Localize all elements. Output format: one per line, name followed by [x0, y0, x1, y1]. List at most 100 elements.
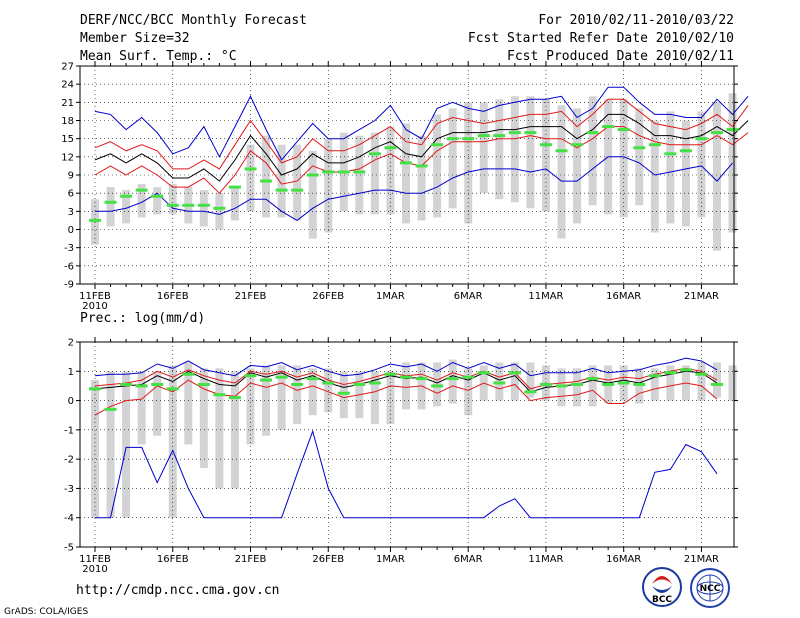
median-marker: [166, 387, 179, 391]
median-marker: [711, 382, 723, 386]
median-marker: [244, 167, 257, 171]
median-marker: [695, 137, 708, 141]
x-tick-label: 21FEB: [235, 291, 267, 302]
ensemble-bar: [526, 96, 535, 209]
median-marker: [524, 131, 537, 135]
x-tick-label: 1MAR: [376, 291, 405, 302]
ensemble-bar: [728, 365, 737, 401]
median-marker: [462, 137, 475, 141]
x-tick-label: 16FEB: [157, 554, 189, 565]
y-tick-label: 15: [61, 134, 74, 145]
upper-spread-line: [94, 98, 749, 170]
median-marker: [446, 137, 459, 141]
median-marker: [384, 372, 397, 376]
median-marker: [602, 382, 615, 386]
x-year-label: 2010: [82, 564, 107, 575]
median-marker: [679, 368, 692, 372]
median-marker: [228, 396, 241, 400]
y-tick-label: 0: [68, 225, 74, 236]
y-tick-label: -4: [64, 513, 74, 524]
median-marker: [182, 372, 195, 376]
ensemble-bar: [650, 368, 659, 401]
upper-bound-line: [94, 357, 718, 377]
median-marker: [368, 152, 381, 156]
ensemble-bar: [293, 144, 302, 221]
median-marker: [120, 194, 133, 198]
median-marker: [384, 146, 397, 150]
median-marker: [431, 384, 444, 388]
y-tick-label: 18: [61, 116, 74, 127]
precip-panel-label: Prec.: log(mm/d): [80, 311, 205, 326]
ensemble-bar: [308, 150, 317, 239]
median-marker: [711, 131, 723, 135]
median-marker: [228, 185, 241, 189]
title-left-3: Mean Surf. Temp.: °C: [80, 49, 237, 64]
median-marker: [291, 188, 304, 192]
y-tick-label: 9: [68, 171, 74, 182]
lower-spread-line: [94, 379, 718, 416]
y-tick-label: -3: [64, 243, 74, 254]
ensemble-bar: [433, 114, 442, 218]
median-marker: [602, 125, 615, 129]
median-marker: [306, 173, 319, 177]
y-tick-label: 0: [68, 396, 74, 407]
ensemble-bar: [184, 362, 193, 445]
x-tick-label: 26FEB: [312, 554, 344, 565]
median-marker: [431, 143, 444, 147]
ensemble-bar: [510, 96, 519, 203]
median-marker: [477, 134, 490, 138]
median-marker: [368, 381, 381, 385]
ensemble-bar: [666, 111, 675, 224]
ensemble-mean-line: [94, 113, 749, 182]
ensemble-bar: [91, 199, 99, 245]
ensemble-bar: [541, 99, 550, 212]
ensemble-bar: [277, 365, 286, 430]
y-tick-label: 2: [68, 338, 74, 349]
temperature-panel: -9 -6 -3 0 3 6 9 12 15 18 21 24 27 11FEB 16FEB 21FEB 26F…: [61, 61, 749, 312]
ensemble-bar: [262, 135, 271, 218]
ensemble-bar: [230, 371, 239, 489]
median-marker: [213, 206, 226, 210]
x-tick-label: 16MAR: [606, 291, 641, 302]
x-tick-label: 21MAR: [684, 554, 719, 565]
median-marker: [104, 200, 117, 204]
ensemble-bar: [588, 365, 597, 407]
x-tick-label: 1MAR: [376, 554, 405, 565]
ensemble-bar: [199, 368, 208, 468]
median-marker: [508, 371, 521, 375]
ensemble-bar: [137, 371, 146, 445]
ensemble-bar: [448, 108, 457, 209]
x-tick-label: 11MAR: [528, 554, 563, 565]
median-marker: [571, 382, 584, 386]
x-tick-label: 11MAR: [528, 291, 563, 302]
title-right-2: Fcst Started Refer Date 2010/02/10: [468, 31, 734, 46]
x-tick-label: 21FEB: [235, 554, 267, 565]
y-tick-label: 1: [68, 367, 74, 378]
median-marker: [648, 143, 661, 147]
ensemble-bar: [324, 138, 333, 233]
median-marker: [493, 381, 506, 385]
x-tick-label: 11FEB: [79, 291, 111, 302]
title-right-3: Fcst Produced Date 2010/02/11: [507, 49, 734, 64]
y-tick-label: 3: [68, 207, 74, 218]
footer-url[interactable]: http://cmdp.ncc.cma.gov.cn: [76, 583, 280, 598]
ensemble-bar: [573, 368, 582, 407]
median-marker: [617, 381, 630, 385]
ensemble-bar: [713, 102, 721, 251]
median-marker: [648, 374, 661, 378]
y-tick-label: 6: [68, 189, 74, 200]
median-marker: [415, 377, 428, 381]
median-marker: [135, 188, 148, 192]
median-marker: [151, 194, 164, 198]
y-tick-label: 21: [61, 98, 74, 109]
ensemble-bar: [153, 371, 162, 436]
ensemble-bar: [417, 135, 426, 221]
ensemble-bar: [106, 187, 115, 227]
ensemble-bar: [106, 371, 115, 518]
median-marker: [539, 143, 552, 147]
median-marker: [322, 381, 335, 385]
median-marker: [275, 188, 288, 192]
ensemble-bar: [510, 362, 519, 401]
ensemble-bar: [635, 108, 644, 206]
median-marker: [260, 179, 273, 183]
